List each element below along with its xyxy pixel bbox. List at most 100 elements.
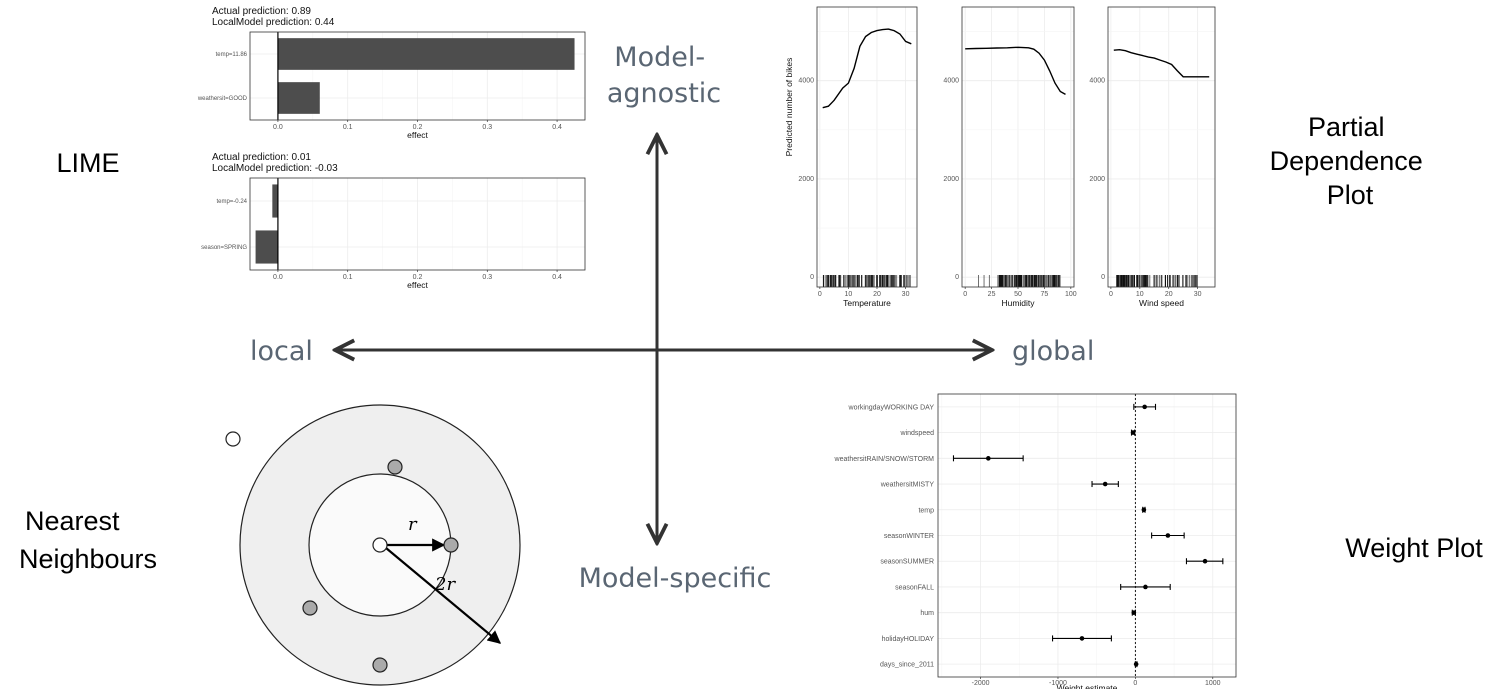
x-axis-title: Wind speed — [1139, 298, 1184, 308]
chart-title: LocalModel prediction: -0.03 — [212, 163, 338, 174]
bar — [277, 38, 575, 70]
plot-background — [1108, 7, 1215, 287]
category-label: weathersitRAIN/SNOW/STORM — [834, 456, 935, 463]
tick-label: 100 — [1065, 291, 1077, 298]
tick-label: 50 — [1014, 291, 1022, 298]
category-label: hum — [920, 610, 934, 617]
bar — [277, 82, 320, 114]
y-axis-title: Predicted number of bikes — [784, 58, 794, 157]
tick-label: 0.0 — [273, 124, 283, 131]
method-label-pdp: Partial Dependence Plot — [1270, 112, 1431, 210]
category-label: weathersit=GOOD — [197, 96, 248, 102]
category-label: seasonSUMMER — [880, 559, 934, 566]
estimate-point — [1133, 661, 1139, 667]
tick-label: 0 — [963, 291, 967, 298]
tick-label: 4000 — [1089, 78, 1105, 85]
estimate-point — [1141, 507, 1147, 513]
category-label: temp=-0.24 — [216, 199, 247, 205]
chart-title: Actual prediction: 0.01 — [212, 152, 311, 163]
tick-label: -2000 — [972, 680, 990, 687]
pdp-panel: 0 2000 4000 0 25 50 75 100 Humidity — [943, 6, 1077, 308]
tick-label: 2000 — [1089, 176, 1105, 183]
estimate-point — [1142, 404, 1147, 410]
tick-label: 0 — [1101, 274, 1105, 281]
weight-plot-chart: workingdayWORKING DAY windspeed weathersit… — [834, 393, 1237, 689]
pdp-line — [822, 28, 912, 109]
tick-label: 30 — [902, 291, 910, 298]
axis-label-right: global — [1012, 336, 1094, 367]
estimate-point — [1102, 481, 1108, 487]
pdp-panel: 0 2000 4000 0 10 20 30 Wind speed — [1089, 6, 1216, 308]
tick-label: 30 — [1194, 291, 1202, 298]
neighbour-point — [372, 657, 388, 673]
neighbour-point — [302, 600, 318, 616]
nearest-neighbours-diagram: r 2r — [225, 404, 521, 686]
method-label-weight-plot: Weight Plot — [1345, 533, 1483, 563]
estimate-point — [1202, 558, 1208, 564]
tick-label: 0.3 — [482, 274, 492, 281]
tick-label: 0 — [818, 291, 822, 298]
pdp-line — [965, 46, 1066, 96]
tick-label: 2000 — [798, 176, 814, 183]
central-axes: Model- agnostic Model-specific local glo… — [250, 42, 1094, 594]
tick-label: 0.1 — [343, 124, 353, 131]
x-axis-title: Temperature — [843, 298, 891, 308]
axis-label-bottom: Model-specific — [579, 563, 772, 594]
bar — [272, 184, 278, 218]
category-label: season=SPRING — [201, 245, 247, 251]
x-axis-title: effect — [407, 280, 428, 290]
chart-title: LocalModel prediction: 0.44 — [212, 17, 335, 28]
plot-border — [816, 6, 918, 288]
tick-label: 4000 — [798, 78, 814, 85]
tick-label: 0 — [810, 274, 814, 281]
plot-border — [937, 393, 1237, 678]
tick-label: 0 — [1133, 680, 1137, 687]
method-label-lime: LIME — [56, 148, 119, 178]
category-label: weathersitMISTY — [880, 482, 935, 489]
x-axis-title: Humidity — [1001, 298, 1035, 308]
tick-label: 0 — [1109, 291, 1113, 298]
method-labels: LIME Partial Dependence Plot Nearest Nei… — [19, 112, 1483, 574]
tick-label: 0.4 — [552, 124, 562, 131]
bar — [255, 230, 278, 264]
tick-label: 20 — [873, 291, 881, 298]
radius-label-r: r — [408, 514, 418, 535]
x-axis-title: Weight estimate — [1057, 683, 1118, 689]
category-label: windspeed — [900, 430, 935, 437]
tick-label: 10 — [845, 291, 853, 298]
tick-label: 0.2 — [413, 274, 423, 281]
neighbour-point — [443, 537, 459, 553]
tick-label: 0.4 — [552, 274, 562, 281]
tick-label: 20 — [1165, 291, 1173, 298]
neighbour-point — [387, 459, 403, 475]
estimate-point — [1131, 610, 1137, 615]
estimate-point — [986, 456, 991, 461]
category-label: temp — [918, 507, 934, 514]
pdp-line — [1113, 48, 1210, 78]
chart-title: Actual prediction: 0.89 — [212, 6, 311, 17]
tick-label: 75 — [1041, 291, 1049, 298]
tick-label: 0 — [955, 274, 959, 281]
tick-label: 2000 — [943, 176, 959, 183]
category-label: days_since_2011 — [880, 662, 934, 669]
method-label-nearest-neighbours: Nearest Neighbours — [19, 506, 157, 574]
tick-label: 0.1 — [343, 274, 353, 281]
pdp-panel: 0 2000 4000 0 10 20 30 Temperature Predicted num… — [784, 6, 918, 308]
category-label: seasonFALL — [895, 584, 934, 591]
plot-background — [817, 7, 917, 287]
outside-point — [225, 431, 241, 447]
tick-label: -1000 — [1049, 680, 1067, 687]
x-axis-title: effect — [407, 130, 428, 140]
category-label: temp=11.86 — [216, 52, 248, 58]
radius-label-2r: 2r — [434, 574, 456, 595]
plot-border — [1107, 6, 1216, 288]
tick-label: 0.2 — [413, 124, 423, 131]
axis-label-top: Model- agnostic — [607, 42, 721, 109]
estimate-point — [1165, 533, 1171, 538]
category-label: holidayHOLIDAY — [882, 636, 935, 643]
tick-label: 0.0 — [273, 274, 283, 281]
